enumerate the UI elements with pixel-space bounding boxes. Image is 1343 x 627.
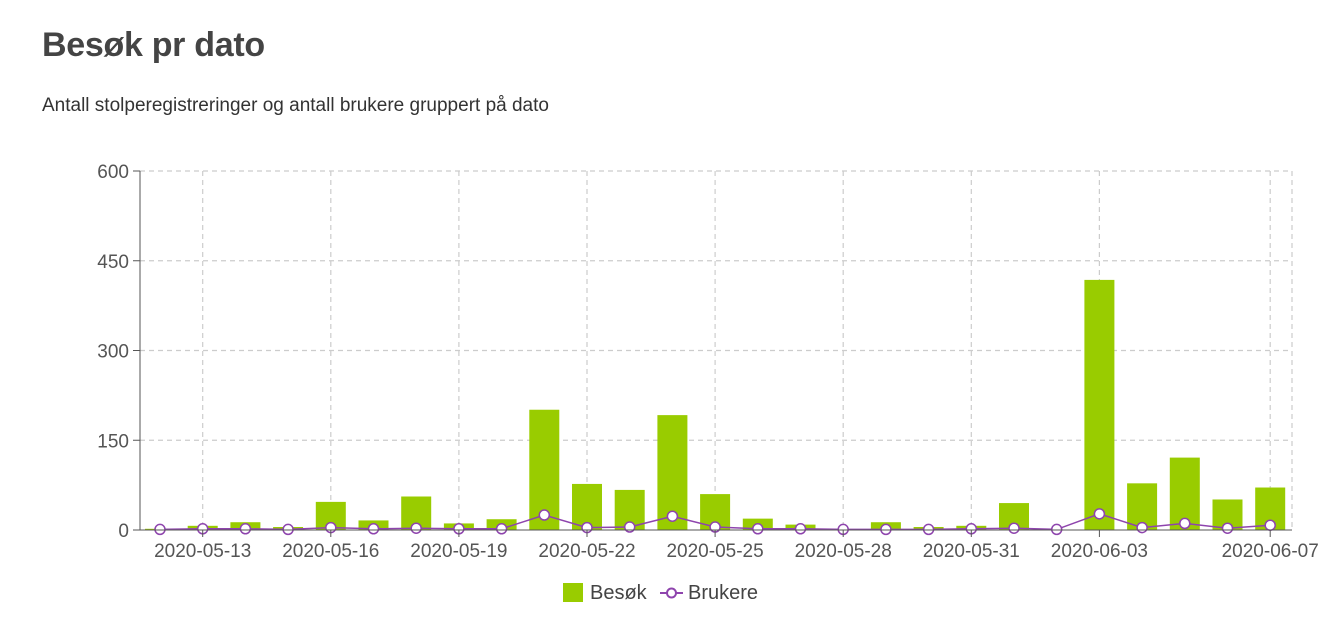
point-brukere-2020-05-26 [752,523,764,535]
point-brukere-2020-05-29 [880,523,892,536]
x-tick-label: 2020-06-03 [1051,541,1148,562]
y-tick-label: 0 [118,521,129,542]
legend-label-brukere: Brukere [688,582,758,604]
point-brukere-2020-06-07 [1264,519,1276,531]
point-brukere-2020-05-12 [154,523,166,536]
point-brukere-2020-06-01 [1008,522,1020,534]
point-brukere-2020-05-24 [666,510,679,522]
x-tick-label: 2020-05-19 [410,541,507,562]
point-brukere-2020-06-03 [1093,508,1106,520]
x-tick-label: 2020-05-31 [923,541,1020,562]
y-tick-label: 450 [97,252,129,273]
point-brukere-2020-05-27 [794,523,807,535]
chart-subtitle: Antall stolperegistreringer og antall br… [42,95,549,116]
bar-besok-2020-06-03 [1084,279,1115,530]
chart-legend: Besøk Brukere [563,582,758,604]
legend-swatch-besok [563,583,583,602]
point-brukere-2020-05-15 [282,523,294,536]
chart-title: Besøk pr dato [42,26,265,64]
x-tick-label: 2020-05-25 [666,541,763,562]
legend-marker-brukere [666,587,677,599]
point-brukere-2020-06-06 [1221,522,1234,534]
point-brukere-2020-05-23 [623,521,636,533]
point-brukere-2020-05-21 [538,509,551,521]
y-tick-label: 300 [97,342,129,363]
x-tick-label: 2020-05-13 [154,541,251,562]
point-brukere-2020-05-17 [367,523,380,535]
point-brukere-2020-06-05 [1179,517,1191,530]
y-tick-label: 600 [97,162,129,183]
legend-label-besok: Besøk [590,582,648,604]
x-tick-label: 2020-05-16 [282,541,379,562]
grid-lines [140,170,1293,530]
point-brukere-2020-06-02 [1050,523,1063,536]
x-tick-label: 2020-05-28 [795,541,892,562]
x-tick-label: 2020-05-22 [538,541,635,562]
point-brukere-2020-05-30 [922,523,935,536]
point-brukere-2020-05-18 [410,522,422,534]
point-brukere-2020-05-20 [495,523,508,535]
y-tick-label: 150 [97,431,129,452]
point-brukere-2020-06-04 [1136,521,1148,534]
point-brukere-2020-05-14 [239,523,252,535]
chart-axes: 0 150 300 450 600 2020-05-13 2020-05-16 2020-05… [97,162,1319,562]
x-tick-label: 2020-06-07 [1222,541,1319,562]
